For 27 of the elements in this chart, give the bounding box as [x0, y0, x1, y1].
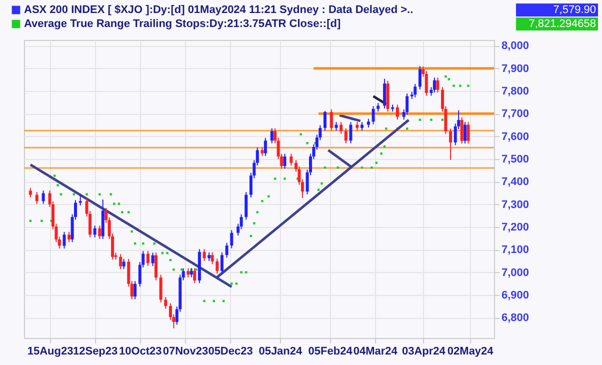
y-tick-label: 7,800: [502, 85, 530, 98]
x-tick-label: 05Jan24: [258, 346, 304, 358]
y-tick-label: 7,500: [502, 153, 530, 166]
text: 7,579.90: [553, 4, 596, 16]
x-tick-label: 07Nov23: [162, 346, 208, 358]
y-tick-label: 7,200: [502, 221, 530, 234]
y-tick-label: 7,700: [502, 108, 530, 120]
y-tick-label: 7,400: [502, 176, 530, 188]
y-tick-label: 7,600: [502, 130, 530, 143]
y-tick-label: 7,100: [502, 244, 530, 256]
y-tick-label: 7,300: [502, 198, 530, 211]
x-tick-label: 03Apr24: [402, 346, 446, 358]
x-tick-label: 04Mar24: [353, 346, 398, 358]
legend-label: ASX 200 INDEX [ $XJO ]:Dy:[d] 01May2024 11:21 Sydney : Data Delayed >..: [24, 4, 414, 16]
y-tick-label: 8,000: [502, 40, 530, 52]
text: 7,821.294658: [528, 18, 596, 30]
x-tick-label: 05Feb24: [308, 346, 354, 358]
legend-label: Average True Range Trailing Stops:Dy:21:3.75ATR Close::[d]: [24, 18, 341, 30]
y-tick-label: 6,800: [502, 312, 530, 324]
x-tick-label: 15Aug23: [27, 346, 74, 358]
y-tick-label: 6,900: [502, 289, 530, 302]
y-tick-label: 7,000: [502, 266, 530, 279]
x-tick-label: 10Oct23: [118, 346, 162, 358]
x-tick-label: 05Dec23: [208, 346, 253, 358]
x-tick-label: 02May24: [447, 346, 494, 358]
x-tick-label: 12Sep23: [72, 346, 118, 358]
y-tick-label: 7,900: [502, 62, 530, 75]
